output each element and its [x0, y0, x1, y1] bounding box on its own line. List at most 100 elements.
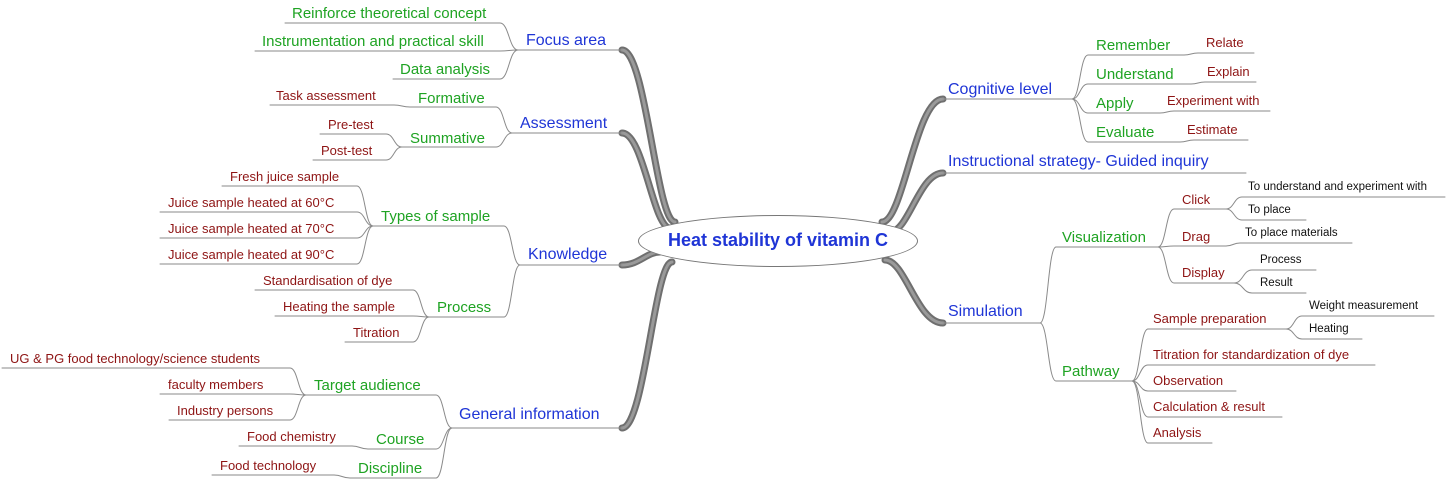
branch-connector [495, 132, 513, 148]
center-title: Heat stability of vitamin C [667, 230, 889, 250]
sample-preparation-item[interactable]: Weight measurement [1309, 300, 1419, 312]
branch-connector [412, 316, 430, 343]
pathway-item[interactable]: Titration for standardization of dye [1153, 347, 1350, 362]
cognitive-item[interactable]: Evaluate [1096, 124, 1155, 141]
click-item[interactable]: To understand and experiment with [1248, 181, 1427, 193]
branch-connector [1183, 52, 1199, 56]
branch-connector [1131, 328, 1149, 382]
pathway-label[interactable]: Pathway [1062, 363, 1120, 380]
branch-connector [1131, 380, 1149, 444]
focus-area-item[interactable]: Instrumentation and practical skill [262, 33, 484, 50]
cognitive-child[interactable]: Experiment with [1167, 93, 1260, 108]
branch-connector [1285, 315, 1303, 330]
instructional-strategy-label[interactable]: Instructional strategy- Guided inquiry [948, 153, 1209, 170]
visualization-label[interactable]: Visualization [1062, 229, 1146, 246]
branch-connector [1157, 246, 1175, 284]
branch-connector [1190, 81, 1206, 85]
audience-item[interactable]: Industry persons [177, 403, 274, 418]
branch-connector [333, 474, 351, 479]
branch-connector [1039, 246, 1057, 324]
branch-connector [1071, 98, 1089, 143]
pathway-item[interactable]: Calculation & result [1153, 399, 1265, 414]
audience-item[interactable]: faculty members [168, 377, 264, 392]
branch-connector [1285, 328, 1303, 340]
trunk-cognitive-level-highlight [880, 97, 945, 224]
branch-connector [1233, 282, 1253, 294]
pathway-item[interactable]: Observation [1153, 373, 1224, 388]
discipline-label[interactable]: Discipline [358, 460, 423, 477]
branch-connector [1225, 196, 1243, 210]
drag-label[interactable]: Drag [1182, 229, 1211, 244]
center-node[interactable] [638, 215, 918, 267]
branch-connector [356, 211, 374, 227]
branch-connector [499, 49, 519, 80]
audience-item[interactable]: UG & PG food technology/science students [10, 351, 261, 366]
branch-connector [1131, 364, 1149, 382]
trunk-assessment [618, 129, 674, 232]
simulation-label[interactable]: Simulation [948, 303, 1023, 320]
trunk-general-information-highlight [620, 260, 674, 430]
target-audience-label[interactable]: Target audience [314, 377, 421, 394]
drag-item[interactable]: To place materials [1245, 227, 1338, 239]
cognitive-child[interactable]: Explain [1207, 64, 1250, 79]
sample-item[interactable]: Juice sample heated at 90°C [168, 247, 335, 262]
cognitive-item[interactable]: Remember [1096, 37, 1171, 54]
branch-connector [1071, 54, 1089, 100]
cognitive-level-label[interactable]: Cognitive level [948, 81, 1053, 98]
click-item[interactable]: To place [1248, 204, 1291, 216]
display-item[interactable]: Process [1260, 254, 1302, 266]
sample-preparation-item[interactable]: Heating [1309, 323, 1349, 335]
display-item[interactable]: Result [1260, 277, 1293, 289]
cognitive-item[interactable]: Understand [1096, 66, 1174, 83]
branch-connector [503, 225, 521, 266]
sample-preparation-label[interactable]: Sample preparation [1153, 311, 1267, 326]
general-information-label[interactable]: General information [459, 406, 600, 423]
summative-item[interactable]: Pre-test [328, 117, 374, 132]
cognitive-item[interactable]: Apply [1096, 95, 1134, 112]
process-item[interactable]: Titration [353, 325, 400, 340]
display-label[interactable]: Display [1182, 265, 1225, 280]
process-item[interactable]: Heating the sample [283, 299, 396, 314]
cognitive-child[interactable]: Relate [1206, 35, 1244, 50]
course-label[interactable]: Course [376, 431, 425, 448]
branch-connector [393, 104, 411, 108]
branch-connector [289, 394, 307, 421]
branch-connector [1233, 269, 1253, 284]
label-underlines [1, 22, 1446, 479]
branch-connector [499, 22, 519, 51]
branch-connector [385, 146, 403, 161]
branch-connector [1179, 139, 1195, 143]
branch-connector [435, 394, 453, 429]
summative-item[interactable]: Post-test [321, 143, 373, 158]
pathway-item[interactable]: Analysis [1153, 425, 1202, 440]
types-of-sample-label[interactable]: Types of sample [381, 208, 491, 225]
branch-connector [412, 289, 430, 318]
branch-connector [1157, 208, 1175, 248]
formative-item[interactable]: Task assessment [276, 88, 376, 103]
focus-area-label[interactable]: Focus area [526, 32, 607, 49]
sub-branch-connectors [289, 22, 1303, 479]
formative-label[interactable]: Formative [418, 90, 485, 107]
branch-connector [356, 185, 374, 227]
branch-connector [1225, 242, 1241, 247]
sample-item[interactable]: Juice sample heated at 60°C [168, 195, 335, 210]
sample-item[interactable]: Juice sample heated at 70°C [168, 221, 335, 236]
summative-label[interactable]: Summative [410, 130, 486, 147]
course-item[interactable]: Food chemistry [247, 429, 336, 444]
assessment-label[interactable]: Assessment [520, 115, 608, 132]
branch-connector [1225, 208, 1243, 221]
process-label[interactable]: Process [437, 299, 492, 316]
cognitive-child[interactable]: Estimate [1187, 122, 1238, 137]
focus-area-item[interactable]: Data analysis [400, 61, 491, 78]
knowledge-label[interactable]: Knowledge [528, 246, 608, 263]
process-item[interactable]: Standardisation of dye [263, 273, 393, 288]
discipline-item[interactable]: Food technology [220, 458, 317, 473]
branch-connector [1159, 110, 1175, 114]
focus-area-item[interactable]: Reinforce theoretical concept [292, 5, 487, 22]
branch-connector [356, 225, 374, 265]
trunk-assessment-highlight [620, 131, 672, 230]
click-label[interactable]: Click [1182, 192, 1211, 207]
sample-item[interactable]: Fresh juice sample [230, 169, 340, 184]
branch-connector [1071, 83, 1089, 100]
branch-connector [1157, 245, 1175, 248]
